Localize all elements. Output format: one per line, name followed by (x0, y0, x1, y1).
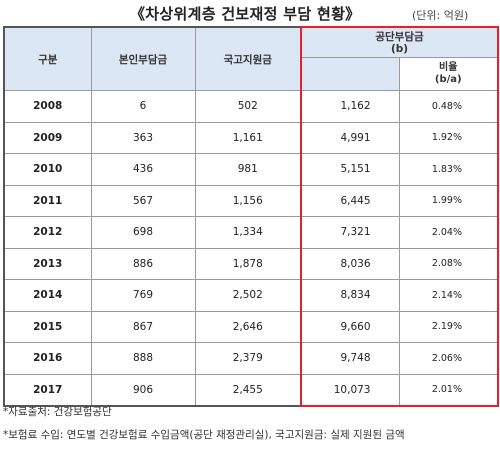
table-row: 2016 888 2,379 9,748 2.06% (3, 342, 499, 375)
unit-label: (단위: 억원) (412, 9, 469, 22)
corp-burden-cell: 8,036 (300, 247, 400, 280)
header-corp-burden: 공단부담금 (b) (300, 26, 499, 58)
corp-burden-cell: 5,151 (300, 153, 400, 186)
header-corp-burden-label: 공단부담금 (375, 30, 424, 43)
table-row: 2017 906 2,455 10,073 2.01% (3, 373, 499, 407)
header-ratio-mark: (b/a) (434, 74, 462, 85)
ratio-cell: 2.19% (398, 310, 499, 343)
self-burden-cell: 906 (90, 373, 196, 407)
year-cell: 2016 (3, 342, 92, 375)
ratio-cell: 1.99% (398, 184, 499, 217)
year-cell: 2017 (3, 373, 92, 407)
corp-burden-cell: 9,748 (300, 342, 400, 375)
page-title: 《차상위계층 건보재정 부담 현황》 (130, 5, 361, 23)
header-ratio: 비율 (b/a) (398, 57, 499, 91)
national-support-cell: 502 (194, 90, 302, 123)
self-burden-cell: 436 (90, 153, 196, 186)
ratio-cell: 2.01% (398, 373, 499, 407)
corp-burden-cell: 7,321 (300, 216, 400, 249)
self-burden-cell: 867 (90, 310, 196, 343)
header-corp-blank (300, 57, 400, 91)
self-burden-cell: 888 (90, 342, 196, 375)
self-burden-cell: 769 (90, 279, 196, 312)
national-support-cell: 2,379 (194, 342, 302, 375)
corp-burden-cell: 6,445 (300, 184, 400, 217)
year-cell: 2014 (3, 279, 92, 312)
national-support-cell: 1,161 (194, 121, 302, 154)
self-burden-cell: 6 (90, 90, 196, 123)
ratio-cell: 1.92% (398, 121, 499, 154)
national-support-cell: 2,646 (194, 310, 302, 343)
corp-burden-cell: 10,073 (300, 373, 400, 407)
table-row: 2009 363 1,161 4,991 1.92% (3, 121, 499, 154)
table-row: 2010 436 981 5,151 1.83% (3, 153, 499, 186)
year-cell: 2009 (3, 121, 92, 154)
ratio-cell: 2.08% (398, 247, 499, 280)
burden-table: 구분 본인부담금 국고지원금 공단부담금 (b) 비율 (b/a) 2008 6 5… (3, 26, 499, 407)
corp-burden-cell: 8,834 (300, 279, 400, 312)
national-support-cell: 981 (194, 153, 302, 186)
table-row: 2011 567 1,156 6,445 1.99% (3, 184, 499, 217)
table-row: 2013 886 1,878 8,036 2.08% (3, 247, 499, 280)
header-national-support: 국고지원금 (194, 26, 302, 91)
header-category: 구분 (3, 26, 92, 91)
year-cell: 2010 (3, 153, 92, 186)
corp-burden-cell: 4,991 (300, 121, 400, 154)
national-support-cell: 2,502 (194, 279, 302, 312)
national-support-cell: 1,156 (194, 184, 302, 217)
header-self-burden: 본인부담금 (90, 26, 196, 91)
header-corp-burden-mark: (b) (390, 42, 409, 55)
table-row: 2012 698 1,334 7,321 2.04% (3, 216, 499, 249)
table-row: 2014 769 2,502 8,834 2.14% (3, 279, 499, 312)
ratio-cell: 2.14% (398, 279, 499, 312)
corp-burden-cell: 1,162 (300, 90, 400, 123)
year-cell: 2013 (3, 247, 92, 280)
source-note: *자료출처: 건강보험공단 (3, 406, 112, 418)
national-support-cell: 1,334 (194, 216, 302, 249)
header-ratio-label: 비율 (439, 62, 458, 73)
definition-note: *보험료 수입: 연도별 건강보험료 수입금액(공단 재정관리실), 국고지원금… (3, 429, 405, 441)
table-body: 2008 6 502 1,162 0.48% 2009 363 1,161 4,991 1.92%… (3, 90, 499, 407)
table-row: 2008 6 502 1,162 0.48% (3, 90, 499, 123)
table-row: 2015 867 2,646 9,660 2.19% (3, 310, 499, 343)
year-cell: 2011 (3, 184, 92, 217)
national-support-cell: 2,455 (194, 373, 302, 407)
self-burden-cell: 363 (90, 121, 196, 154)
corp-burden-cell: 9,660 (300, 310, 400, 343)
year-cell: 2015 (3, 310, 92, 343)
year-cell: 2012 (3, 216, 92, 249)
self-burden-cell: 698 (90, 216, 196, 249)
ratio-cell: 2.04% (398, 216, 499, 249)
ratio-cell: 0.48% (398, 90, 499, 123)
self-burden-cell: 567 (90, 184, 196, 217)
self-burden-cell: 886 (90, 247, 196, 280)
national-support-cell: 1,878 (194, 247, 302, 280)
ratio-cell: 2.06% (398, 342, 499, 375)
title-row: 《차상위계층 건보재정 부담 현황》 (단위: 억원) (0, 3, 500, 27)
ratio-cell: 1.83% (398, 153, 499, 186)
year-cell: 2008 (3, 90, 92, 123)
